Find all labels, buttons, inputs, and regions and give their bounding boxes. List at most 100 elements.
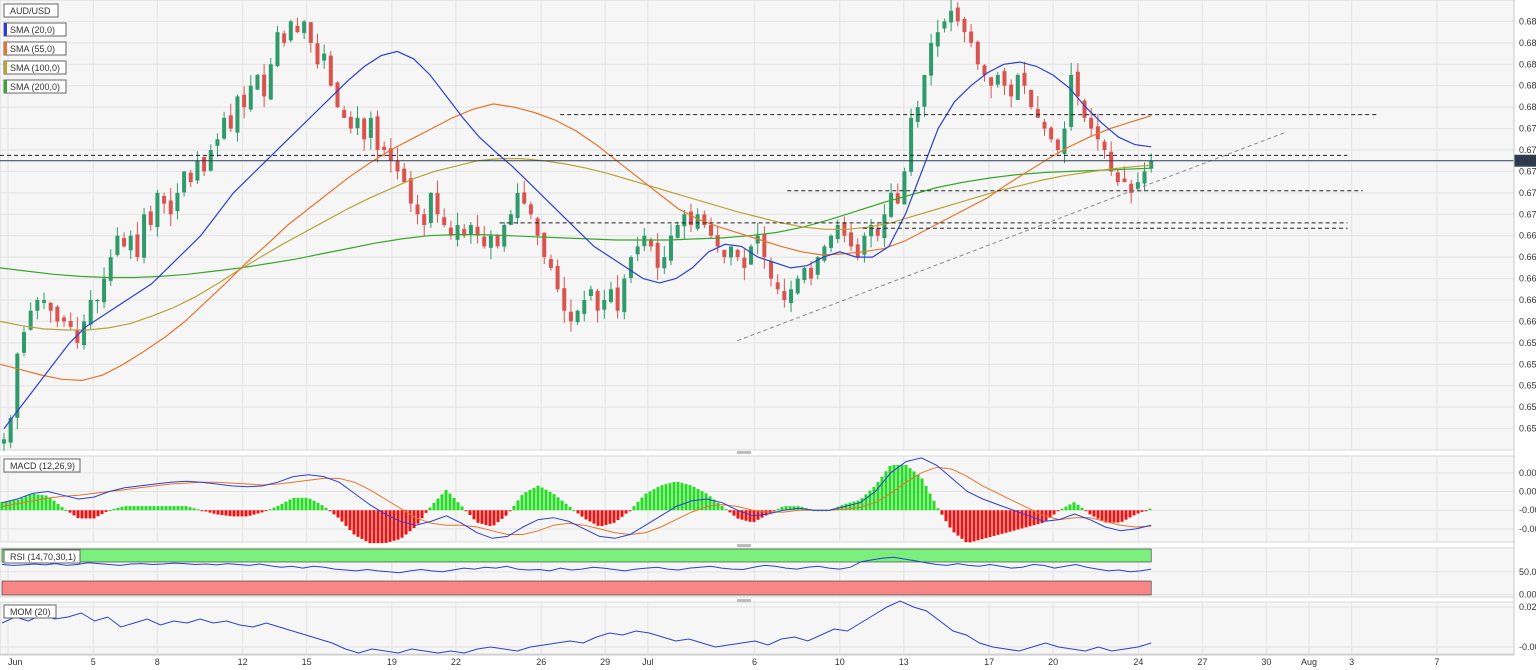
y-tick-label: 0.6780: [1519, 124, 1536, 134]
macd-histogram-bar: [700, 491, 704, 511]
candle-body: [849, 232, 854, 247]
macd-histogram-bar: [36, 494, 40, 511]
x-tick-label: 17: [984, 657, 994, 667]
candle-body: [989, 77, 994, 86]
macd-histogram-bar: [544, 489, 548, 511]
macd-histogram-bar: [884, 471, 888, 511]
macd-histogram-bar: [676, 481, 680, 511]
macd-histogram-bar: [484, 510, 488, 525]
x-tick-label: 12: [238, 657, 248, 667]
macd-histogram-bar: [764, 510, 768, 516]
macd-histogram-bar: [816, 510, 820, 512]
macd-histogram-bar: [412, 510, 416, 529]
macd-histogram-bar: [104, 510, 108, 512]
macd-histogram-bar: [628, 510, 632, 512]
macd-histogram-bar: [300, 497, 304, 511]
macd-histogram-bar: [568, 506, 572, 511]
candle-body: [1135, 182, 1140, 189]
macd-signal-line: [1, 466, 1152, 536]
candle-body: [1129, 183, 1134, 193]
y-tick-label: 0.6800: [1519, 102, 1536, 112]
macd-histogram-bar: [248, 510, 252, 516]
macd-histogram-bar: [252, 510, 256, 515]
macd-histogram-bar: [880, 476, 884, 511]
macd-histogram-bar: [32, 493, 36, 511]
legend-item-swatch: [4, 23, 7, 36]
macd-histogram-bar: [204, 510, 208, 512]
macd-histogram-bar: [340, 510, 344, 522]
candle-body: [642, 235, 647, 247]
y-tick-label: 0.6600: [1519, 316, 1536, 326]
macd-histogram-bar: [1052, 510, 1056, 515]
macd-histogram-bar: [1148, 508, 1152, 511]
macd-histogram-bar: [336, 510, 340, 518]
candle-body: [802, 267, 807, 281]
candle-body: [482, 236, 487, 247]
macd-histogram-bar: [900, 464, 904, 511]
candle-body: [1029, 89, 1034, 108]
macd-histogram-bar: [396, 510, 400, 540]
macd-histogram-bar: [916, 474, 920, 511]
last-price-tag: [1514, 154, 1536, 167]
y-tick-label: 0.6860: [1519, 38, 1536, 48]
candle-body: [448, 227, 453, 236]
macd-histogram-bar: [780, 506, 784, 511]
macd-histogram-bar: [504, 510, 508, 516]
candle-body: [48, 302, 53, 311]
x-tick-label: 30: [1261, 657, 1271, 667]
candle-body: [922, 75, 927, 107]
y-tick-label: 0.6720: [1519, 188, 1536, 198]
macd-histogram-bar: [68, 510, 72, 513]
macd-histogram-bar: [260, 510, 264, 513]
candle-body: [148, 211, 153, 225]
candle-body: [702, 214, 707, 225]
macd-histogram-bar: [652, 489, 656, 511]
x-tick-label: 10: [835, 657, 845, 667]
macd-histogram-bar: [576, 510, 580, 514]
candle-body: [635, 246, 640, 255]
candle-body: [388, 148, 393, 161]
candle-body: [95, 300, 100, 302]
macd-histogram-bar: [176, 506, 180, 511]
candle-body: [822, 246, 827, 261]
x-tick-label: 19: [387, 657, 397, 667]
macd-histogram-bar: [784, 506, 788, 511]
macd-histogram-bar: [1080, 507, 1084, 511]
candle-body: [515, 192, 520, 219]
macd-histogram-bar: [124, 506, 128, 511]
macd-histogram-bar: [60, 507, 64, 511]
macd-histogram-bar: [556, 497, 560, 511]
macd-histogram-bar: [472, 510, 476, 520]
y-tick-label: 0.6700: [1519, 209, 1536, 219]
macd-histogram-bar: [1132, 510, 1136, 516]
macd-histogram-bar: [416, 510, 420, 524]
candle-body: [88, 300, 93, 325]
macd-histogram-bar: [988, 510, 992, 538]
macd-histogram-bar: [684, 484, 688, 511]
macd-histogram-bar: [996, 510, 1000, 535]
macd-histogram-bar: [284, 501, 288, 511]
x-tick-label: 15: [302, 657, 312, 667]
candle-body: [1002, 71, 1007, 86]
macd-histogram-bar: [548, 491, 552, 511]
macd-histogram-bar: [48, 497, 52, 511]
x-tick-label: 13: [899, 657, 909, 667]
candle-body: [468, 225, 473, 235]
candle-body: [582, 300, 587, 314]
candle-body: [188, 172, 193, 183]
macd-histogram-bar: [688, 485, 692, 511]
macd-histogram-bar: [1120, 510, 1124, 522]
macd-histogram-bar: [876, 482, 880, 511]
candle-body: [475, 226, 480, 236]
macd-histogram-bar: [236, 510, 240, 517]
candle-body: [1042, 121, 1047, 129]
macd-histogram-bar: [264, 510, 268, 512]
macd-histogram-bar: [720, 505, 724, 511]
macd-histogram-bar: [560, 500, 564, 511]
candle-body: [568, 311, 573, 322]
macd-histogram-bar: [1048, 510, 1052, 518]
macd-histogram-bar: [1016, 510, 1020, 530]
candle-body: [495, 235, 500, 247]
y-tick-label: 0.6680: [1519, 231, 1536, 241]
candle-body: [749, 246, 754, 265]
